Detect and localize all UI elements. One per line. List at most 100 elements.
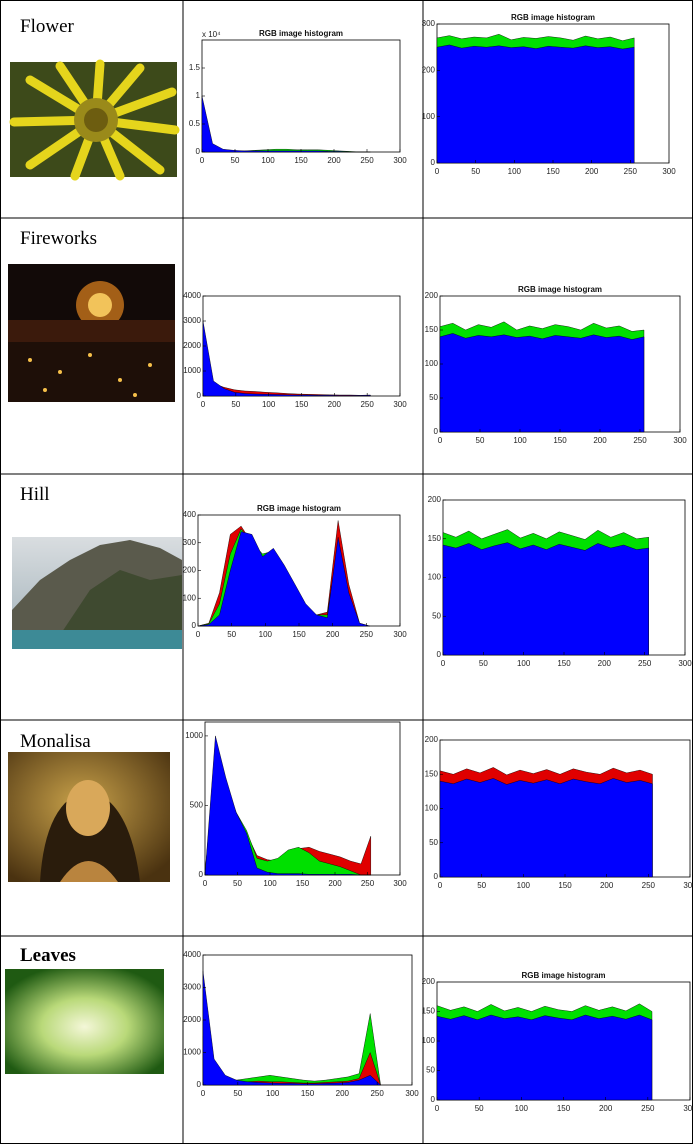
x-tick-label: 0	[438, 881, 443, 890]
y-tick-label: 2000	[183, 341, 201, 350]
x-tick-label: 200	[598, 659, 612, 668]
y-tick-label: 0	[192, 621, 197, 630]
x-tick-label: 200	[328, 400, 342, 409]
x-tick-label: 100	[517, 881, 531, 890]
x-tick-label: 100	[517, 659, 531, 668]
y-tick-label: 100	[183, 593, 197, 602]
y-tick-label: 150	[428, 534, 442, 543]
photo-flower	[10, 62, 177, 177]
plot-area	[203, 296, 400, 396]
x-tick-label: 250	[633, 436, 647, 445]
x-tick-label: 0	[196, 630, 201, 639]
x-tick-label: 50	[471, 167, 480, 176]
y-tick-label: 0	[437, 650, 442, 659]
y-tick-label: 100	[428, 573, 442, 582]
y-tick-label: 1000	[183, 1048, 201, 1057]
histogram-area	[440, 778, 653, 877]
y-tick-label: 0	[196, 147, 201, 156]
x-tick-label: 50	[233, 879, 242, 888]
x-tick-label: 300	[393, 400, 407, 409]
x-tick-label: 150	[557, 1104, 571, 1113]
x-tick-label: 50	[475, 1104, 484, 1113]
histogram-area	[437, 1015, 652, 1100]
x-tick-label: 150	[292, 630, 306, 639]
x-tick-label: 300	[393, 879, 407, 888]
y-tick-label: 100	[425, 804, 439, 813]
x-tick-label: 150	[294, 156, 308, 165]
x-tick-label: 50	[231, 400, 240, 409]
y-tick-label: 2000	[183, 1015, 201, 1024]
x-tick-label: 100	[508, 167, 522, 176]
row-label: Leaves	[20, 945, 76, 966]
x-tick-label: 250	[360, 630, 374, 639]
row-label: Hill	[20, 484, 50, 505]
x-tick-label: 100	[261, 156, 275, 165]
x-tick-label: 0	[438, 436, 443, 445]
x-tick-label: 100	[515, 1104, 529, 1113]
x-tick-label: 250	[642, 881, 656, 890]
y-tick-label: 100	[422, 112, 436, 121]
plot-title: RGB image histogram	[511, 13, 595, 22]
x-tick-label: 50	[231, 156, 240, 165]
x-tick-label: 50	[476, 436, 485, 445]
x-tick-label: 300	[662, 167, 676, 176]
x-tick-label: 300	[683, 881, 693, 890]
y-tick-label: 0	[431, 1095, 436, 1104]
x-tick-label: 150	[301, 1089, 315, 1098]
y-tick-label: 500	[190, 801, 204, 810]
x-tick-label: 150	[296, 879, 310, 888]
x-tick-label: 200	[326, 630, 340, 639]
x-tick-label: 0	[203, 879, 208, 888]
y-tick-label: 50	[429, 838, 438, 847]
y-tick-label: 200	[422, 65, 436, 74]
y-tick-label: 0	[434, 872, 439, 881]
row-label: Flower	[20, 16, 75, 37]
y-tick-label: 200	[422, 977, 436, 986]
y-tick-label: 50	[429, 393, 438, 402]
plot-title: RGB image histogram	[521, 971, 605, 980]
y-tick-label: 50	[426, 1066, 435, 1075]
y-tick-label: 0	[197, 391, 202, 400]
x-tick-label: 200	[593, 436, 607, 445]
photo-monalisa	[8, 752, 170, 882]
x-tick-label: 300	[405, 1089, 419, 1098]
x-tick-label: 250	[638, 659, 652, 668]
x-tick-label: 200	[327, 156, 341, 165]
y-tick-label: 200	[425, 735, 439, 744]
x-tick-label: 150	[553, 436, 567, 445]
y-tick-label: 0	[197, 1080, 202, 1089]
y-tick-label: 300	[183, 538, 197, 547]
y-tick-label: 4000	[183, 291, 201, 300]
x-tick-label: 300	[393, 156, 407, 165]
histogram: 05010015020025030001000200030004000	[183, 291, 407, 409]
y-tick-label: 3000	[183, 983, 201, 992]
histogram-area	[440, 333, 644, 432]
y-multiplier: x 10⁴	[202, 30, 221, 39]
row-label: Monalisa	[20, 731, 91, 752]
y-tick-label: 0	[431, 158, 436, 167]
x-tick-label: 250	[641, 1104, 655, 1113]
x-tick-label: 300	[683, 1104, 693, 1113]
plot-area	[203, 955, 412, 1085]
x-tick-label: 0	[201, 1089, 206, 1098]
y-tick-label: 50	[432, 611, 441, 620]
y-tick-label: 150	[425, 769, 439, 778]
y-tick-label: 200	[428, 495, 442, 504]
y-tick-label: 400	[183, 510, 197, 519]
x-tick-label: 0	[201, 400, 206, 409]
y-tick-label: 0.5	[189, 119, 201, 128]
x-tick-label: 100	[259, 630, 273, 639]
x-tick-label: 300	[678, 659, 692, 668]
x-tick-label: 150	[557, 659, 571, 668]
x-tick-label: 250	[360, 400, 374, 409]
x-tick-label: 0	[435, 167, 440, 176]
x-tick-label: 250	[624, 167, 638, 176]
histogram: 05010015020025030005001000	[185, 722, 407, 888]
x-tick-label: 200	[600, 881, 614, 890]
y-tick-label: 1	[196, 91, 201, 100]
y-tick-label: 100	[422, 1036, 436, 1045]
